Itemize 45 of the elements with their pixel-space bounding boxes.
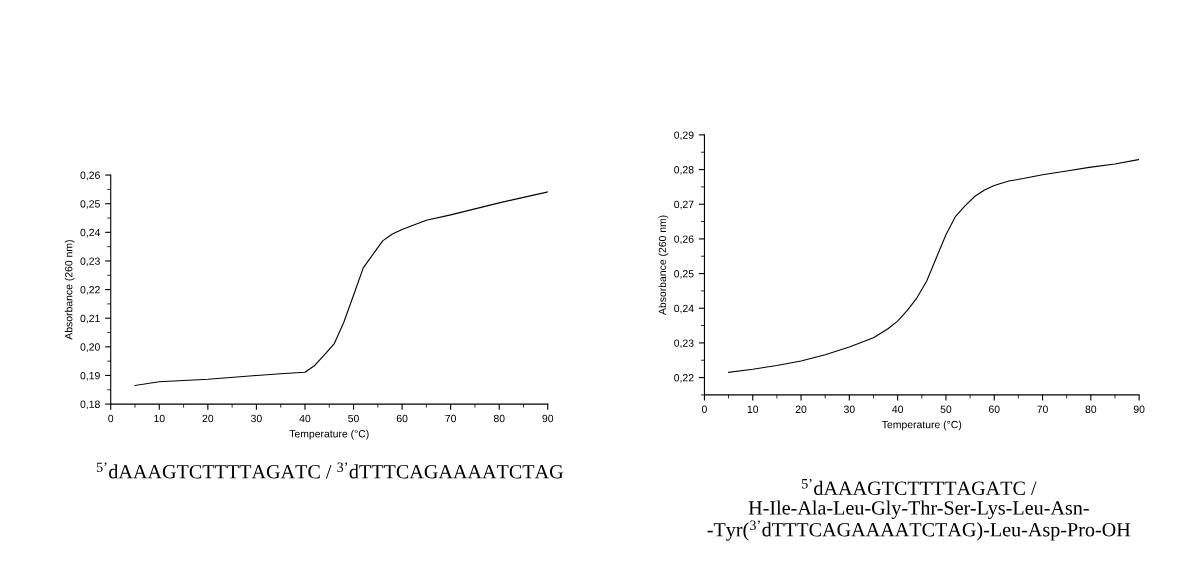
y-tick-label: 0,28: [674, 166, 694, 175]
y-tick-label: 0,25: [674, 270, 694, 279]
x-tick-label: 60: [988, 405, 1000, 413]
x-axis-title: Temperature (°C): [289, 429, 369, 440]
text: $^{5’}$dAAAGTCTTTTAGATC / H-Ile-Ala-Leu-Gly-Thr-Ser-Lys-Leu-Asn- -Tyr($^{3’}$dTTTCAGAAAATCTAG)-Leu-Asp-Pro-OH: [707, 478, 1131, 541]
x-tick-label: 30: [843, 405, 855, 413]
x-tick-label: 80: [1085, 405, 1097, 413]
x-tick-label: 70: [445, 414, 457, 423]
y-tick-label: 0,27: [674, 200, 694, 210]
y-tick-label: 0,24: [80, 228, 101, 238]
y-axis-title: Absorbance (260 nm): [64, 240, 75, 340]
x-tick-label: 10: [747, 405, 759, 413]
x-tick-label: 0: [108, 414, 114, 423]
x-tick-label: 0: [701, 405, 707, 413]
x-tick-label: 20: [795, 405, 807, 413]
y-tick-label: 0,23: [80, 257, 100, 267]
line-series: [134, 191, 548, 387]
y-tick-label: 0,29: [674, 131, 694, 140]
line-series: [728, 158, 1140, 373]
text: $^{5’}$dAAAGTCTTTTAGATC / $^{3’}$dTTTCAGAAAATCTAG: [96, 462, 564, 479]
x-tick-label: 40: [892, 405, 904, 413]
x-axis-title: Temperature (°C): [882, 420, 962, 431]
y-tick-label: 0,23: [674, 339, 694, 349]
y-axis-title: Absorbance (260 nm): [658, 215, 669, 315]
x-tick-label: 90: [542, 414, 554, 423]
x-tick-label: 30: [251, 414, 262, 423]
y-tick-label: 0,22: [80, 286, 100, 295]
x-tick-label: 40: [299, 414, 311, 423]
y-tick-label: 0,19: [80, 371, 100, 381]
y-tick-label: 0,26: [674, 235, 694, 245]
x-tick-label: 50: [348, 414, 359, 423]
y-tick-label: 0,22: [674, 374, 694, 383]
y-tick-label: 0,25: [80, 200, 100, 209]
y-tick-label: 0,26: [80, 171, 100, 181]
y-tick-label: 0,18: [80, 400, 100, 410]
x-tick-label: 50: [940, 405, 952, 413]
x-tick-label: 90: [1133, 405, 1145, 413]
x-tick-label: 10: [154, 414, 165, 423]
y-tick-label: 0,24: [674, 304, 694, 314]
y-tick-label: 0,21: [80, 314, 100, 324]
y-tick-label: 0,20: [80, 343, 100, 352]
x-tick-label: 80: [493, 414, 505, 423]
x-tick-label: 60: [396, 414, 408, 423]
x-tick-label: 70: [1037, 405, 1048, 413]
x-tick-label: 20: [202, 414, 214, 423]
